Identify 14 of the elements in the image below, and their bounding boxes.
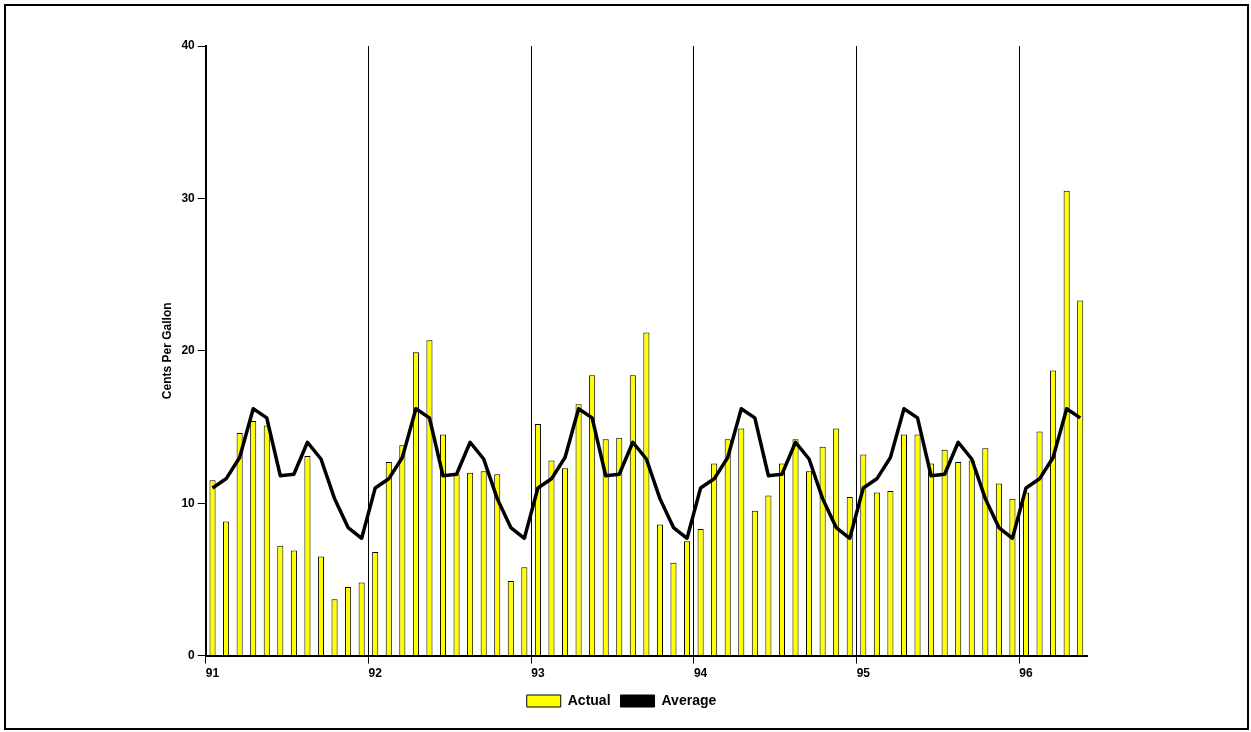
y-tick-label: 30 [181,190,196,205]
legend-label: Actual [567,691,611,708]
y-tick-label: 40 [181,38,196,53]
x-tick-label: 96 [1019,666,1033,681]
y-axis-title: Cents Per Gallon [159,302,174,400]
x-tick-label: 94 [693,666,708,681]
x-tick-label: 92 [368,666,383,681]
y-tick-label: 0 [188,647,196,662]
x-tick-label: 91 [205,666,220,681]
x-tick-label: 93 [531,666,545,681]
y-tick-label: 10 [181,495,196,510]
y-tick-label: 20 [181,343,196,358]
x-tick-label: 95 [856,666,871,681]
legend-label: Average [661,691,717,708]
